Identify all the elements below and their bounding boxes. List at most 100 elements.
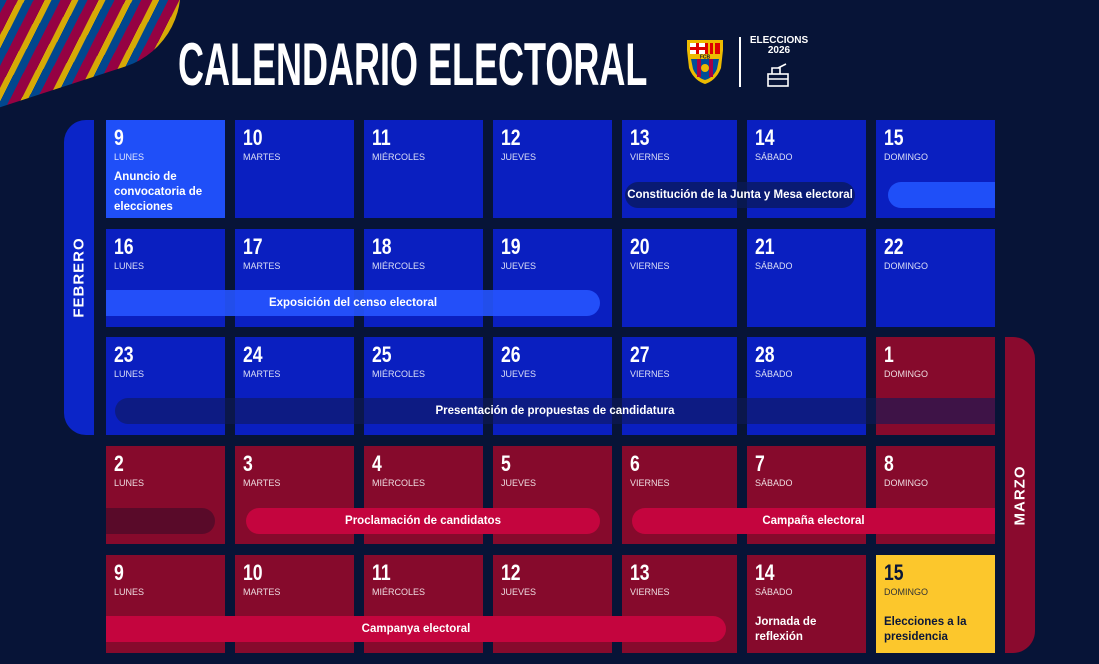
day-number: 26 [501,342,521,367]
day-number: 14 [755,125,775,150]
weekday-label: SÁBADO [755,587,793,597]
day-number: 12 [501,125,521,150]
weekday-label: DOMINGO [884,587,928,597]
weekday-label: LUNES [114,261,145,271]
day-number: 18 [372,234,392,259]
event-proclamacion: Proclamación de candidatos [246,508,600,534]
day-note: Elecciones a la presidencia [884,616,967,643]
event-campanya: Campanya electoral [106,616,726,642]
elections-year: 2026 [767,45,791,56]
day-number: 25 [372,342,392,367]
day-number: 12 [501,560,521,585]
weekday-label: LUNES [114,152,145,162]
event-constitucion-continuation [888,182,995,208]
day-number: 13 [630,125,650,150]
weekday-label: MIÉRCOLES [372,369,426,379]
weekday-label: JUEVES [501,369,537,379]
month-label-march: MARZO [1005,337,1035,653]
day-number: 9 [114,560,124,585]
weekday-label: JUEVES [501,152,537,162]
elections-label: ELECCIONS [749,35,809,46]
day-cell: 14 SÁBADO Jornada de reflexión [747,555,866,653]
weekday-label: MIÉRCOLES [372,587,426,597]
divider [739,37,741,87]
weekday-label: MARTES [243,587,281,597]
day-number: 17 [243,234,263,259]
weekday-label: SÁBADO [755,478,793,488]
weekday-label: MARTES [243,261,281,271]
day-number: 16 [114,234,134,259]
weekday-label: DOMINGO [884,261,928,271]
page-title: CALENDARIO ELECTORAL [178,31,648,98]
fcb-crest-icon: FCB [687,40,723,84]
day-number: 27 [630,342,650,367]
day-note: Jornada de reflexión [755,616,817,643]
day-number: 24 [243,342,263,367]
event-constitucion: Constitución de la Junta y Mesa electora… [625,182,855,208]
day-number: 14 [755,560,775,585]
day-number: 6 [630,451,640,476]
day-number: 11 [372,125,391,150]
day-number: 4 [372,451,382,476]
weekday-label: MARTES [243,369,281,379]
day-number: 20 [630,234,650,259]
weekday-label: MIÉRCOLES [372,478,426,488]
day-cell: 11 MIÉRCOLES [364,120,483,218]
day-cell: 12 JUEVES [493,120,612,218]
day-number: 3 [243,451,253,476]
weekday-label: DOMINGO [884,369,928,379]
weekday-label: DOMINGO [884,152,928,162]
weekday-label: SÁBADO [755,369,793,379]
day-cell: 15 DOMINGO Elecciones a la presidencia [876,555,995,653]
day-number: 13 [630,560,650,585]
weekday-label: SÁBADO [755,261,793,271]
day-number: 7 [755,451,765,476]
day-number: 5 [501,451,511,476]
day-note: Anuncio de convocatoria de elecciones [114,171,203,213]
day-number: 21 [755,234,775,259]
day-cell: 9 LUNES Anuncio de convocatoria de eleccio… [106,120,225,218]
day-number: 10 [243,560,263,585]
weekday-label: VIERNES [630,478,670,488]
weekday-label: LUNES [114,369,145,379]
month-text: FEBRERO [70,237,88,318]
day-number: 23 [114,342,134,367]
day-cell: 22 DOMINGO [876,229,995,327]
weekday-label: VIERNES [630,152,670,162]
weekday-label: MIÉRCOLES [372,261,426,271]
weekday-label: JUEVES [501,587,537,597]
day-number: 28 [755,342,775,367]
weekday-label: DOMINGO [884,478,928,488]
weekday-label: JUEVES [501,478,537,488]
day-number: 10 [243,125,263,150]
day-number: 2 [114,451,124,476]
weekday-label: VIERNES [630,369,670,379]
month-label-february: FEBRERO [64,120,94,435]
weekday-label: SÁBADO [755,152,793,162]
day-cell: 21 SÁBADO [747,229,866,327]
day-number: 15 [884,125,904,150]
day-number: 15 [884,560,904,585]
crest-text: FCB [700,55,711,61]
decorative-stripes [0,0,202,113]
weekday-label: LUNES [114,478,145,488]
event-presentacion-continuation [106,508,215,534]
day-cell: 20 VIERNES [622,229,737,327]
day-number: 1 [884,342,894,367]
day-number: 11 [372,560,391,585]
weekday-label: JUEVES [501,261,537,271]
day-number: 22 [884,234,904,259]
weekday-label: VIERNES [630,261,670,271]
weekday-label: LUNES [114,587,145,597]
day-number: 9 [114,125,124,150]
day-number: 19 [501,234,521,259]
month-text: MARZO [1011,465,1029,525]
weekday-label: VIERNES [630,587,670,597]
day-number: 8 [884,451,894,476]
weekday-label: MIÉRCOLES [372,152,426,162]
elections-badge: ELECCIONS 2026 [748,36,810,56]
weekday-label: MARTES [243,152,281,162]
event-presentacion: Presentación de propuestas de candidatur… [115,398,995,424]
day-cell: 10 MARTES [235,120,354,218]
event-exposicion: Exposición del censo electoral [106,290,600,316]
